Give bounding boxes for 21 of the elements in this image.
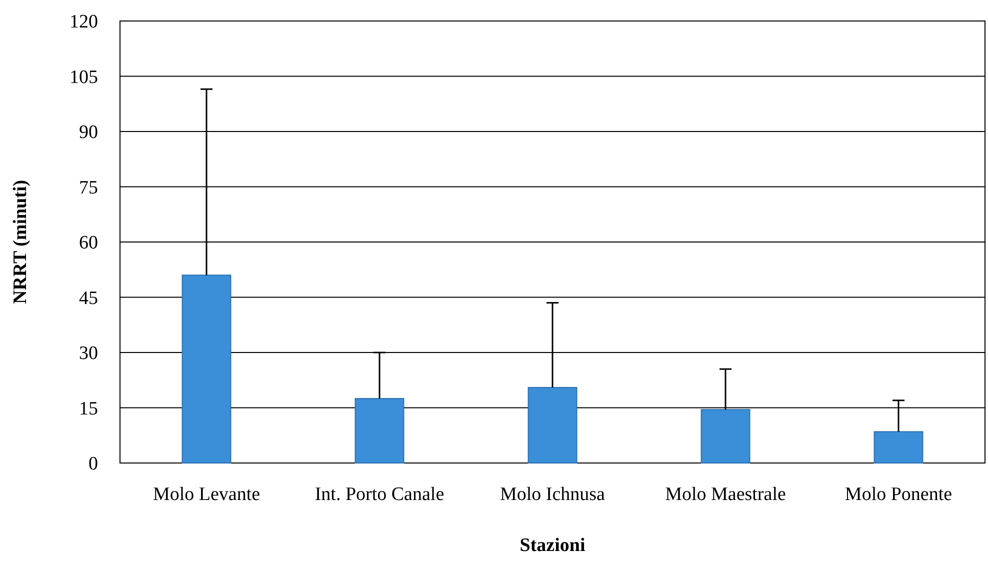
y-tick-label: 75 <box>79 177 98 198</box>
bar <box>700 409 750 464</box>
y-tick-label: 15 <box>79 398 98 420</box>
y-tick-label: 30 <box>79 343 98 364</box>
y-tick-label: 90 <box>79 122 98 144</box>
bar <box>874 431 924 464</box>
y-tick-label: 60 <box>79 232 98 254</box>
x-tick-label: Molo Levante <box>152 484 260 505</box>
y-tick-label: 0 <box>88 454 98 475</box>
bar <box>182 274 232 464</box>
y-tick-label: 105 <box>70 66 98 88</box>
y-tick-label: 45 <box>79 288 98 309</box>
bar <box>354 398 404 464</box>
x-tick-label: Molo Maestrale <box>665 484 786 505</box>
bar <box>528 386 578 464</box>
x-tick-label: Molo Ichnusa <box>500 484 606 505</box>
y-axis-title: NRRT (minuti) <box>10 180 31 304</box>
x-axis-title: Stazioni <box>520 535 586 556</box>
y-tick-label: 120 <box>70 12 98 33</box>
x-tick-label: Molo Ponente <box>844 484 952 505</box>
x-tick-label: Int. Porto Canale <box>314 484 444 505</box>
